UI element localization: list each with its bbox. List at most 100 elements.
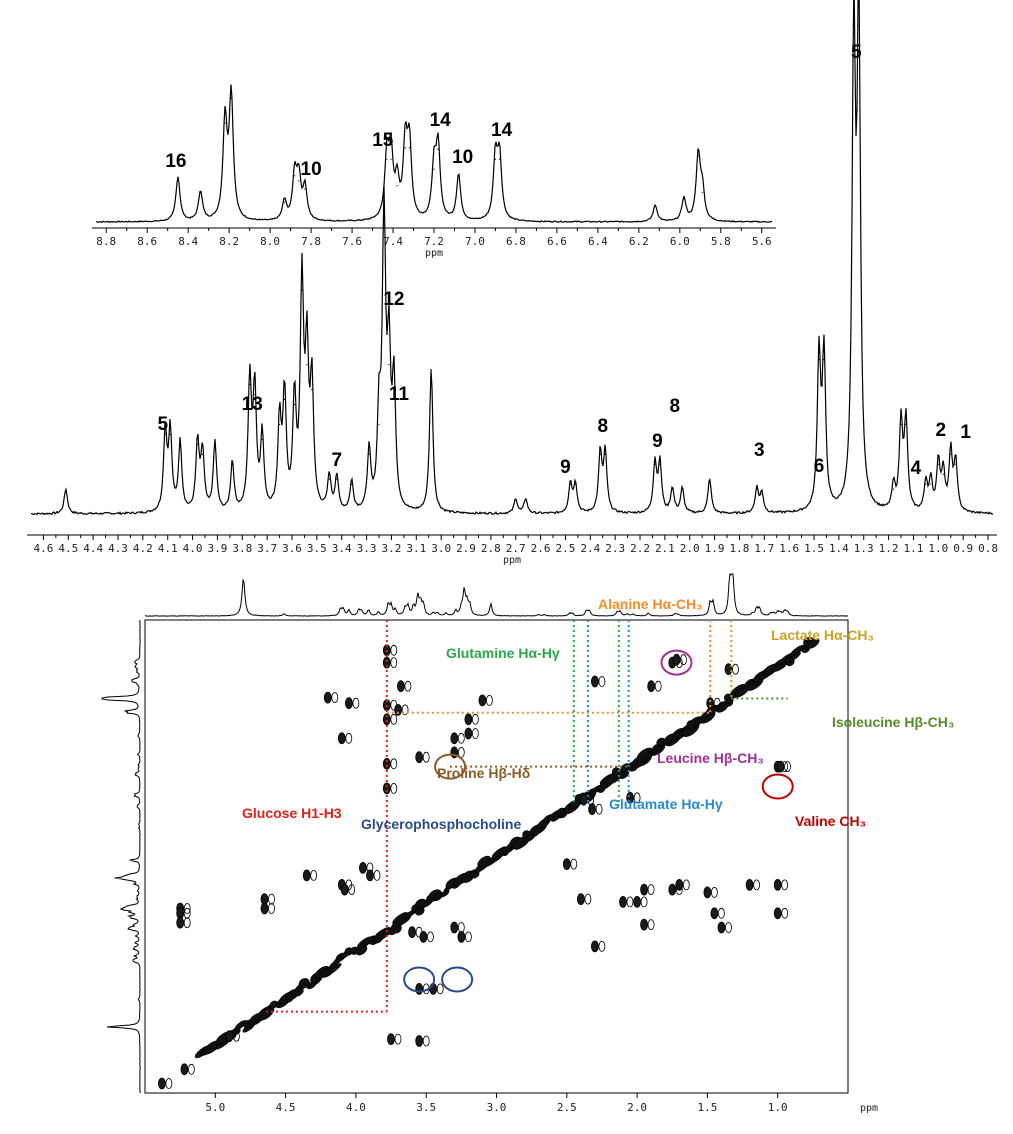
peak-number-label: 10 (301, 159, 322, 180)
x-tick-label: 2.2 (630, 542, 650, 555)
cross-peak-61 (579, 793, 588, 806)
cross-peak-contour (390, 713, 398, 725)
peak-15 (457, 175, 460, 177)
x-tick-label: 4.3 (108, 542, 128, 555)
peak-0 (177, 176, 179, 179)
x-tick-label: 7.4 (383, 235, 403, 248)
cosy-x-tick-label: 4.5 (276, 1101, 296, 1114)
peak-37 (756, 488, 758, 490)
cross-peak-40 (619, 896, 627, 908)
peak-7 (304, 188, 306, 190)
x-tick-label: 4.2 (133, 542, 153, 555)
valine-circle (761, 773, 794, 800)
peak-10 (396, 185, 398, 187)
cross-peak-35 (408, 926, 417, 939)
peak-17 (328, 478, 330, 480)
peak-44 (900, 423, 902, 425)
peak-14 (301, 289, 303, 291)
cross-peak-contour (781, 879, 789, 891)
peak-14 (437, 148, 439, 150)
cross-peak-contour (390, 783, 398, 794)
cross-peak-contour (422, 751, 430, 763)
x-tick-label: 7.8 (301, 235, 321, 248)
top-projection-trace (144, 572, 848, 617)
x-tick-label: 1.8 (730, 542, 750, 555)
peak-number-label: 16 (165, 151, 186, 172)
x-tick-label: 5.6 (752, 235, 772, 248)
cross-peak-30 (302, 869, 311, 882)
spectrum-trace (30, 0, 994, 516)
cross-peak-contour (331, 692, 339, 703)
peak-13 (293, 403, 296, 406)
x-tick-label: 3.8 (232, 542, 252, 555)
peak-21 (378, 423, 380, 425)
peak-28 (569, 483, 572, 485)
peak-number-label: 5 (851, 42, 862, 63)
annotation-label: Valine CH₃ (795, 813, 866, 829)
peak-15 (306, 364, 308, 366)
peak-17 (498, 158, 501, 160)
cross-peak-58 (387, 1033, 395, 1045)
peak-12 (408, 147, 411, 149)
peak-3 (179, 443, 181, 445)
x-tick-label: 8.4 (178, 235, 198, 248)
annotation-label: Lactate Hα-CH₃ (771, 627, 874, 643)
peak-18 (654, 204, 656, 207)
cross-peak-52 (591, 940, 599, 953)
cross-peak-39 (577, 893, 585, 905)
peak-number-label: 8 (670, 396, 681, 417)
peak-41 (853, 45, 855, 47)
x-tick-label: 6.0 (670, 235, 690, 248)
spectrum-trace (95, 84, 773, 224)
peak-8 (386, 158, 388, 160)
x-tick-label: 8.8 (96, 235, 116, 248)
peak-30 (599, 453, 601, 455)
peak-number-label: 7 (331, 450, 342, 471)
peak-29 (574, 483, 576, 485)
cross-peak-38 (457, 931, 466, 943)
x-tick-label: 4.1 (158, 542, 178, 555)
cross-peak-51 (562, 858, 571, 870)
peak-38 (761, 493, 763, 495)
cross-peak-34 (366, 869, 374, 882)
cross-peak-contour (626, 896, 634, 908)
gpc-circle-1 (403, 966, 436, 993)
peak-34 (671, 488, 673, 490)
x-tick-label: 8.6 (137, 235, 157, 248)
cross-peak-contour (422, 1035, 430, 1047)
x-axis-label: ppm (503, 555, 521, 566)
cross-peak-47 (717, 921, 726, 934)
cross-peak-contour (183, 903, 191, 914)
x-tick-label: 3.2 (382, 542, 402, 555)
cross-peak-contour (352, 697, 360, 709)
cosy-x-tick-label: 5.0 (205, 1101, 225, 1114)
peak-45 (905, 423, 907, 425)
cross-peak-contour (183, 917, 191, 929)
peak-4 (283, 201, 286, 203)
peak-18 (336, 478, 338, 480)
cross-peak-contour (348, 884, 356, 895)
cross-peak-33 (358, 862, 367, 874)
proline-circle (434, 753, 467, 780)
cross-peak-contour (373, 870, 381, 881)
cross-peak-contour (390, 758, 398, 770)
peak-2 (224, 122, 226, 124)
annotation-label: Isoleucine Hβ-CH₃ (832, 714, 954, 730)
cross-peak-62 (588, 803, 596, 816)
cross-peak-16 (415, 751, 424, 764)
peak-16 (494, 158, 497, 160)
cross-peak-contour (784, 761, 791, 772)
cross-peak-43 (668, 883, 677, 896)
cross-peak-contour (680, 654, 687, 666)
cross-peak-contour (268, 903, 275, 914)
cross-peak-15 (337, 732, 346, 745)
cross-peak-contour (232, 1030, 240, 1042)
x-tick-label: 0.9 (953, 542, 973, 555)
peak-8 (249, 383, 251, 386)
cross-peak-12 (478, 694, 487, 707)
cross-peak-contour (633, 792, 641, 804)
cosy-x-tick-label: 2.0 (627, 1101, 647, 1114)
peak-number-label: 11 (389, 384, 410, 405)
cross-peak-contour (390, 644, 398, 656)
cross-peak-18 (672, 653, 681, 666)
